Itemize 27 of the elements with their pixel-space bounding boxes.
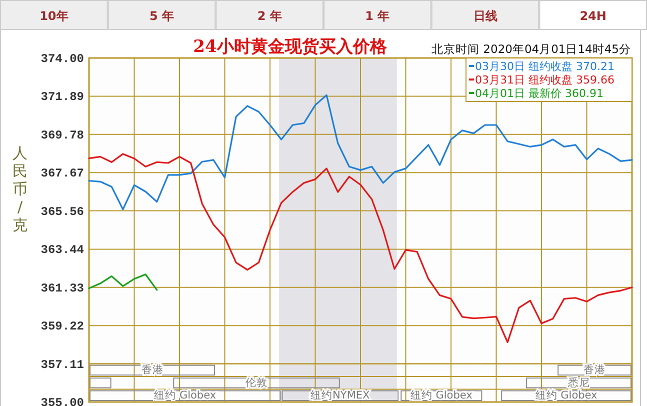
chart-subtitle: 北京时间 2020年04月01日14时45分 xyxy=(432,42,631,56)
line-series xyxy=(88,274,158,291)
legend-label: 03月30日 纽约收盘 370.21 xyxy=(475,60,614,73)
text: 24H xyxy=(580,9,606,23)
y-tick-label: 357.11 xyxy=(40,358,84,372)
annotation: 伦敦 xyxy=(246,376,268,389)
y-tick-label: 367.67 xyxy=(40,166,84,181)
y-tick-label: 355.00 xyxy=(40,396,84,406)
text: 5 年 xyxy=(149,9,174,23)
line-series xyxy=(88,153,633,344)
y-tick-label: 374.00 xyxy=(40,52,84,66)
y-tick-label: 359.22 xyxy=(40,320,84,334)
legend-label: 04月01日 最新价 360.91 xyxy=(475,87,604,100)
legend-label: 03月31日 纽约收盘 359.66 xyxy=(475,74,614,86)
annotation: 香港 xyxy=(141,363,164,376)
chart-title: 24小时黄金现货买入价格 xyxy=(193,37,388,57)
y-axis-title: 人民币/克 xyxy=(12,144,28,234)
text: 10年 xyxy=(40,9,68,23)
text: 1 年 xyxy=(365,9,390,23)
y-tick-label: 371.89 xyxy=(40,90,84,104)
y-tick-label: 363.44 xyxy=(40,243,84,258)
y-tick-label: 369.78 xyxy=(40,128,84,142)
text: 日线 xyxy=(473,9,498,23)
text: 2 年 xyxy=(257,9,282,23)
y-tick-label: 365.56 xyxy=(40,204,84,219)
y-tick-label: 361.33 xyxy=(40,281,84,296)
annotation: 纽约 Globex xyxy=(154,390,216,402)
